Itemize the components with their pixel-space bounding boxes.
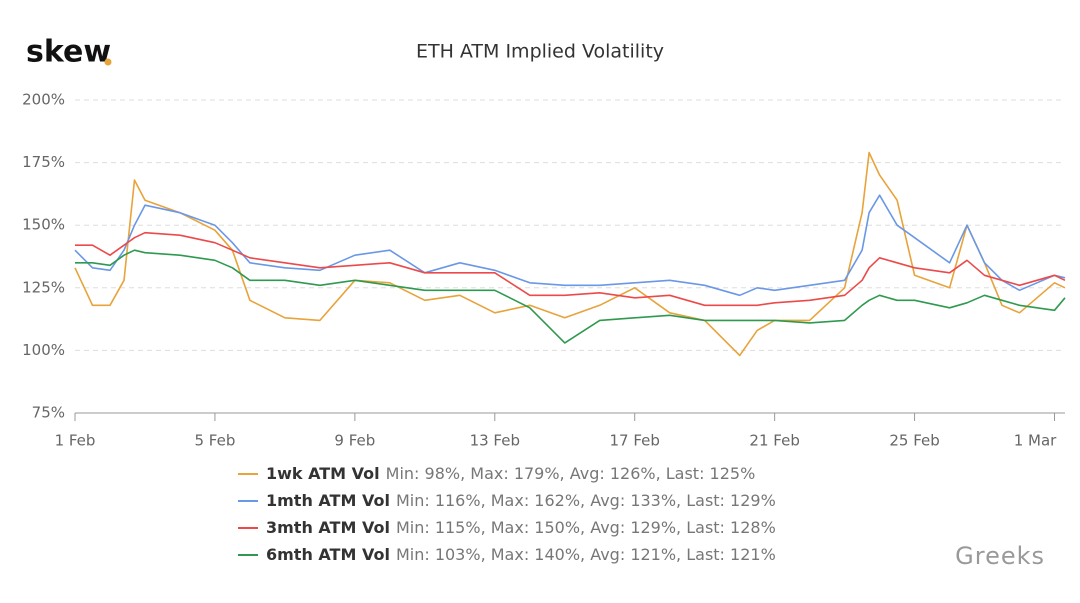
y-tick-label: 75% — [32, 404, 65, 422]
x-tick-label: 9 Feb — [334, 432, 375, 450]
watermark: Greeks — [955, 542, 1045, 570]
x-tick-label: 13 Feb — [470, 432, 520, 450]
x-tick-label: 1 Mar — [1014, 432, 1057, 450]
series-line — [74, 194, 1066, 297]
y-tick-label: 150% — [22, 216, 65, 234]
series-line — [75, 249, 1066, 344]
legend-entry: 1mth ATM Vol Min: 116%, Max: 162%, Avg: 1… — [266, 491, 776, 510]
x-tick-label: 21 Feb — [749, 432, 799, 450]
legend-name: 1wk ATM Vol — [266, 464, 380, 483]
legend-stats: Min: 115%, Max: 150%, Avg: 129%, Last: 1… — [396, 518, 776, 537]
legend-name: 3mth ATM Vol — [266, 518, 390, 537]
legend-entry: 3mth ATM Vol Min: 115%, Max: 150%, Avg: 1… — [266, 518, 776, 537]
x-tick-label: 25 Feb — [889, 432, 939, 450]
series-line — [74, 151, 1066, 357]
legend-stats: Min: 98%, Max: 179%, Avg: 126%, Last: 12… — [386, 464, 756, 483]
x-tick-label: 17 Feb — [610, 432, 660, 450]
series-line — [75, 231, 1066, 307]
y-tick-label: 100% — [22, 341, 65, 359]
legend-stats: Min: 103%, Max: 140%, Avg: 121%, Last: 1… — [396, 545, 776, 564]
y-tick-label: 125% — [22, 278, 65, 296]
x-tick-label: 5 Feb — [194, 432, 235, 450]
y-tick-label: 175% — [22, 153, 65, 171]
y-tick-label: 200% — [22, 91, 65, 109]
legend-entry: 6mth ATM Vol Min: 103%, Max: 140%, Avg: 1… — [266, 545, 776, 564]
chart-title: ETH ATM Implied Volatility — [416, 41, 664, 63]
legend-stats: Min: 116%, Max: 162%, Avg: 133%, Last: 1… — [396, 491, 776, 510]
x-tick-label: 1 Feb — [55, 432, 96, 450]
logo: skew — [26, 35, 111, 70]
legend-name: 6mth ATM Vol — [266, 545, 390, 564]
logo-dot — [104, 58, 112, 66]
legend-name: 1mth ATM Vol — [266, 491, 390, 510]
legend-entry: 1wk ATM Vol Min: 98%, Max: 179%, Avg: 126… — [266, 464, 755, 483]
